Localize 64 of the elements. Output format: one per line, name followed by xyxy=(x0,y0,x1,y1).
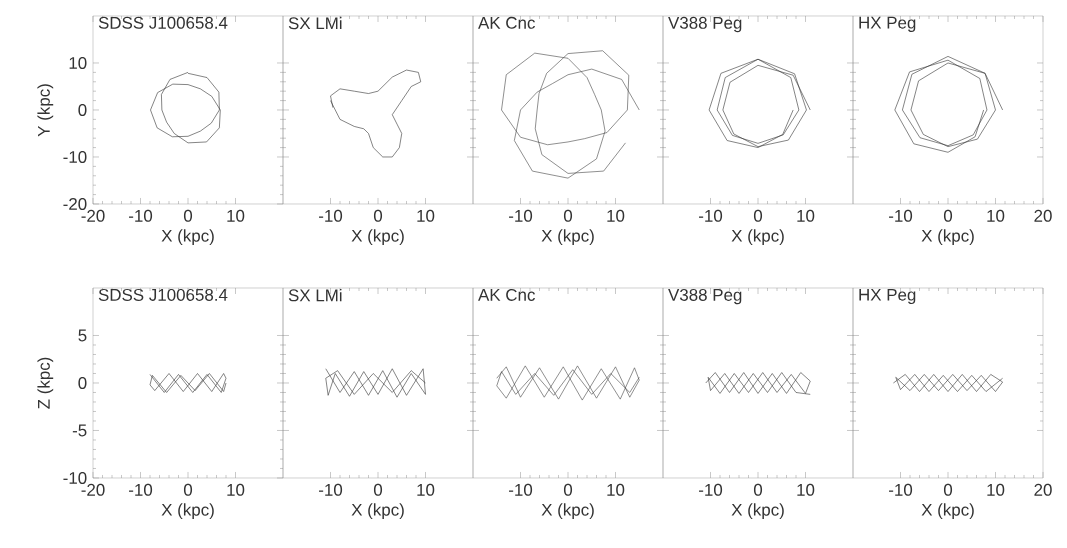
x-tick-label: -10 xyxy=(319,483,343,496)
x-tick-label: -10 xyxy=(129,483,153,496)
y-tick-label: -20 xyxy=(63,197,87,210)
x-tick-label: 10 xyxy=(607,209,625,222)
x-tick-label: 0 xyxy=(753,209,763,222)
x-axis-title: X (kpc) xyxy=(921,229,974,246)
x-tick-label: 0 xyxy=(943,483,953,496)
x-tick-label: 0 xyxy=(943,209,953,222)
y-axis-title: Z (kpc) xyxy=(37,357,54,409)
y-tick-label: 0 xyxy=(78,376,87,389)
line-series xyxy=(149,373,227,393)
x-axis-title: X (kpc) xyxy=(731,229,784,246)
chart-title: V388 Peg xyxy=(668,16,742,33)
x-tick-label: 10 xyxy=(417,209,435,222)
x-tick-label: -10 xyxy=(699,483,723,496)
x-tick-label: 10 xyxy=(417,483,435,496)
x-tick-label: 0 xyxy=(563,209,573,222)
x-tick-label: 0 xyxy=(183,209,193,222)
y-tick-label: -10 xyxy=(63,150,87,163)
y-axis-title: Y (kpc) xyxy=(37,84,54,137)
chart-title: V388 Peg xyxy=(668,288,742,305)
x-axis-title: X (kpc) xyxy=(921,503,974,520)
x-axis-title: X (kpc) xyxy=(161,229,214,246)
x-tick-label: 0 xyxy=(373,483,383,496)
chart-title: HX Peg xyxy=(859,288,916,305)
x-axis-title: X (kpc) xyxy=(351,503,404,520)
chart-title: AK Cnc xyxy=(478,16,535,29)
x-axis-title: X (kpc) xyxy=(541,229,594,246)
chart-title: SDSS J100658.4 xyxy=(98,288,228,301)
x-tick-label: 10 xyxy=(607,483,625,496)
chart-title: AK Cnc xyxy=(478,288,535,301)
x-tick-label: 10 xyxy=(797,209,815,222)
chart-title: SDSS J100658.4 xyxy=(98,16,228,29)
x-tick-label: 0 xyxy=(563,483,573,496)
x-tick-label: 0 xyxy=(373,209,383,222)
y-tick-label: 0 xyxy=(78,103,87,116)
x-tick-label: -10 xyxy=(129,209,153,222)
x-tick-label: 20 xyxy=(1034,209,1052,222)
x-tick-label: -10 xyxy=(509,209,533,222)
y-tick-label: 5 xyxy=(78,329,87,342)
x-axis-title: X (kpc) xyxy=(161,503,214,520)
x-tick-label: 10 xyxy=(797,483,815,496)
x-axis-title: X (kpc) xyxy=(541,503,594,520)
line-series xyxy=(150,72,221,144)
x-tick-label: -10 xyxy=(889,483,913,496)
x-tick-label: -10 xyxy=(889,209,913,222)
x-tick-label: -10 xyxy=(509,483,533,496)
x-axis-title: X (kpc) xyxy=(351,229,404,246)
x-tick-label: 0 xyxy=(183,483,193,496)
x-tick-label: 10 xyxy=(987,483,1005,496)
x-tick-label: 10 xyxy=(227,209,245,222)
x-tick-label: 0 xyxy=(753,483,763,496)
y-tick-label: -5 xyxy=(72,424,87,437)
chart-title: SX LMi xyxy=(288,16,342,30)
x-tick-label: 20 xyxy=(1034,483,1052,496)
x-tick-label: -10 xyxy=(699,209,723,222)
x-axis-title: X (kpc) xyxy=(731,503,784,520)
chart-title: SX LMi xyxy=(288,288,342,302)
x-tick-label: 10 xyxy=(987,209,1005,222)
chart-title: HX Peg xyxy=(859,16,916,33)
x-tick-label: -10 xyxy=(319,209,343,222)
x-tick-label: 10 xyxy=(227,483,245,496)
y-tick-label: 10 xyxy=(69,56,87,69)
y-tick-label: -10 xyxy=(63,471,87,484)
